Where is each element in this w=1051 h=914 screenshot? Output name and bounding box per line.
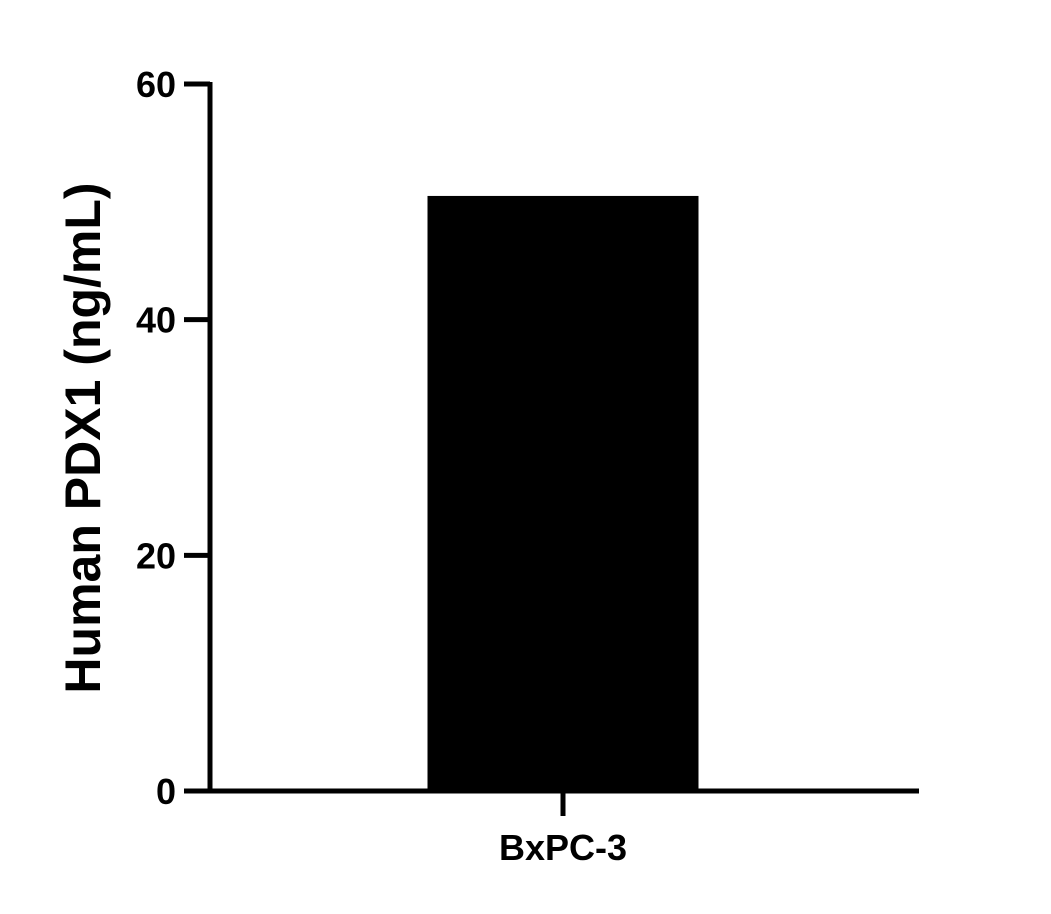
y-axis-label: Human PDX1 (ng/mL) (55, 182, 111, 693)
x-tick-label: BxPC-3 (499, 827, 627, 868)
y-tick-label: 20 (136, 535, 176, 576)
y-tick-label: 0 (156, 771, 176, 812)
y-tick-label: 40 (136, 300, 176, 341)
bar (427, 195, 699, 792)
y-tick-label: 60 (136, 64, 176, 105)
